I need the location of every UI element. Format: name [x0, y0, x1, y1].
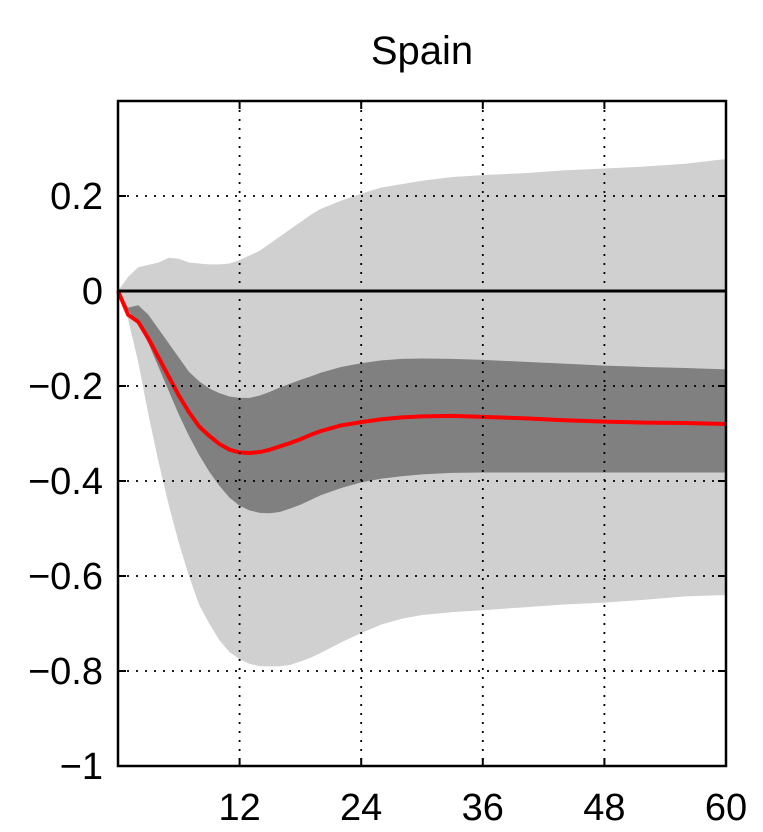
plot-frame [116, 99, 728, 768]
x-tick-label: 12 [218, 787, 260, 829]
inner-confidence-band [118, 291, 726, 514]
y-tick-label: −0.8 [28, 651, 103, 693]
axes [116, 99, 728, 768]
x-tick-label: 48 [583, 787, 625, 829]
plot-area [116, 158, 727, 667]
y-tick-label: 0 [82, 271, 103, 313]
y-tick-label: −0.4 [28, 461, 103, 503]
x-tick-label: 36 [462, 787, 504, 829]
tick-labels: 12 24 36 48 60 0.2 0 −0.2 −0.4 −0.6 −0.8 −1 [28, 176, 747, 829]
y-tick-label: −0.2 [28, 366, 103, 408]
x-tick-label: 60 [705, 787, 747, 829]
y-tick-label: −1 [60, 746, 103, 788]
y-tick-label: −0.6 [28, 556, 103, 598]
grid-lines [118, 101, 726, 766]
x-tick-label: 24 [340, 787, 382, 829]
y-tick-label: 0.2 [50, 176, 103, 218]
chart-title: Spain [371, 29, 473, 73]
